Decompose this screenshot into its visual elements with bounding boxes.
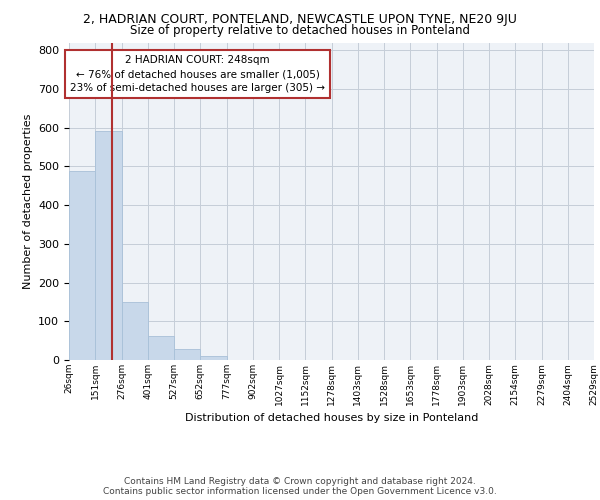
Text: Contains HM Land Registry data © Crown copyright and database right 2024.
Contai: Contains HM Land Registry data © Crown c… xyxy=(103,476,497,496)
Bar xyxy=(121,302,148,360)
Bar xyxy=(69,172,95,360)
Bar xyxy=(95,131,121,360)
Bar xyxy=(174,349,200,360)
Text: 2 HADRIAN COURT: 248sqm
← 76% of detached houses are smaller (1,005)
23% of semi: 2 HADRIAN COURT: 248sqm ← 76% of detache… xyxy=(70,55,325,93)
Text: Size of property relative to detached houses in Ponteland: Size of property relative to detached ho… xyxy=(130,24,470,37)
Text: 2, HADRIAN COURT, PONTELAND, NEWCASTLE UPON TYNE, NE20 9JU: 2, HADRIAN COURT, PONTELAND, NEWCASTLE U… xyxy=(83,12,517,26)
Y-axis label: Number of detached properties: Number of detached properties xyxy=(23,114,32,289)
X-axis label: Distribution of detached houses by size in Ponteland: Distribution of detached houses by size … xyxy=(185,413,478,423)
Bar xyxy=(200,356,227,360)
Bar xyxy=(148,336,174,360)
